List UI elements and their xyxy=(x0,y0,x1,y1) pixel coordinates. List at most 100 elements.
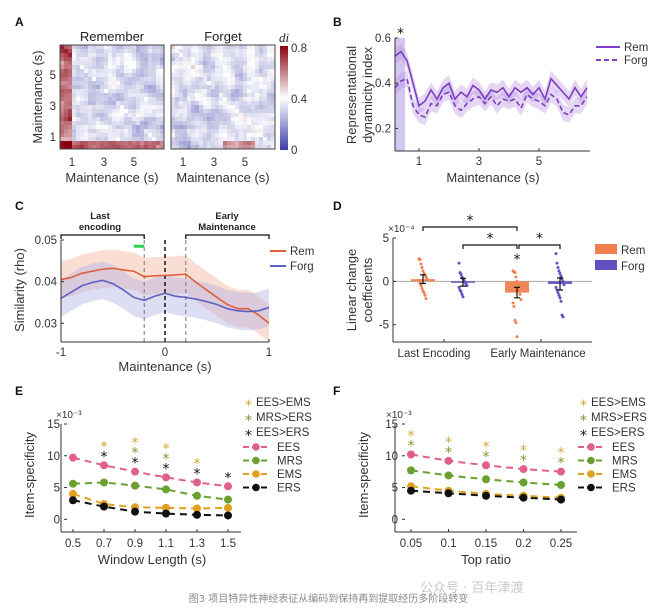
bracket-label: Early xyxy=(215,211,239,222)
heatmap-cell xyxy=(116,49,121,54)
heatmap-cell xyxy=(219,49,224,54)
heatmap-cell xyxy=(223,57,228,62)
legend-label-rem: Rem xyxy=(624,42,648,54)
heatmap-cell xyxy=(255,73,260,78)
heatmap-cell xyxy=(175,105,180,110)
heatmap-cell xyxy=(191,73,196,78)
heatmap-cell xyxy=(132,73,137,78)
heatmap-cell xyxy=(124,89,129,94)
heatmap-cell xyxy=(223,65,228,70)
heatmap-cell xyxy=(120,49,125,54)
heatmap-cell xyxy=(124,105,129,110)
heatmap-cell xyxy=(171,133,176,138)
legend-label: EMS xyxy=(612,469,637,481)
heatmap-cell xyxy=(187,77,192,82)
data-point xyxy=(558,296,562,300)
heatmap-cell xyxy=(251,57,256,62)
heatmap-cell xyxy=(112,49,117,54)
heatmap-cell xyxy=(251,73,256,78)
heatmap-cell xyxy=(104,73,109,78)
heatmap-cell xyxy=(92,45,97,50)
heatmap-cell xyxy=(235,105,240,110)
heatmap-cell xyxy=(199,133,204,138)
heatmap-cell xyxy=(183,61,188,66)
heatmap-cell xyxy=(152,97,157,102)
y-tick-label: 0.6 xyxy=(375,33,391,45)
heatmap-cell xyxy=(92,133,97,138)
heatmap-cell xyxy=(88,53,93,58)
heatmap-cell xyxy=(219,117,224,122)
heatmap-cell xyxy=(76,77,81,82)
heatmap-cell xyxy=(96,141,101,146)
significance-star: * xyxy=(101,449,108,465)
heatmap-cell xyxy=(179,145,184,149)
heatmap-cell xyxy=(247,129,252,134)
legend-label: EES>ERS xyxy=(256,427,310,439)
data-point-ems xyxy=(193,504,201,513)
heatmap-cell xyxy=(179,125,184,130)
heatmap-cell xyxy=(72,77,77,82)
heatmap-cell xyxy=(152,93,157,98)
heatmap-cell xyxy=(231,73,236,78)
heatmap-cell xyxy=(267,93,272,98)
heatmap-cell xyxy=(255,85,260,90)
legend-marker xyxy=(252,456,260,465)
heatmap-cell xyxy=(243,45,248,50)
heatmap-cell xyxy=(112,109,117,114)
heatmap-cell xyxy=(68,125,73,130)
heatmap-cell xyxy=(152,45,157,50)
heatmap-cell xyxy=(243,89,248,94)
heatmap-cell xyxy=(100,49,105,54)
heatmap-cell xyxy=(148,113,153,118)
heatmap-cell xyxy=(88,57,93,62)
heatmap-cell xyxy=(243,105,248,110)
legend-star: * xyxy=(580,413,587,429)
heatmap-cell xyxy=(175,65,180,70)
data-point xyxy=(516,284,520,288)
heatmap-cell xyxy=(199,65,204,70)
heatmap-cell xyxy=(152,77,157,82)
heatmap-cell xyxy=(259,73,264,78)
heatmap-cell xyxy=(271,125,275,130)
heatmap-cell xyxy=(251,125,256,130)
bracket xyxy=(60,234,145,239)
data-point xyxy=(457,261,461,265)
heatmap-cell xyxy=(112,97,117,102)
heatmap-cell xyxy=(84,117,89,122)
heatmap-cell xyxy=(267,141,272,146)
heatmap-cell xyxy=(132,109,137,114)
heatmap-cell xyxy=(96,89,101,94)
error-bar xyxy=(460,277,466,287)
heatmap-cell xyxy=(76,65,81,70)
heatmap-cell xyxy=(84,109,89,114)
significance-star: * xyxy=(445,435,452,451)
heatmap-cell xyxy=(211,89,216,94)
heatmap-cell xyxy=(207,133,212,138)
heatmap-cell xyxy=(255,125,260,130)
heatmap-cell xyxy=(259,121,264,126)
heatmap-cell xyxy=(68,129,73,134)
series-line-ems xyxy=(72,492,229,510)
heatmap-cell xyxy=(72,53,77,58)
heatmap-cell xyxy=(239,77,244,82)
heatmap-cell xyxy=(259,145,264,149)
y-tick-label: 0.04 xyxy=(35,277,58,289)
y-tick-label: 15 xyxy=(47,419,60,431)
heatmap-cell xyxy=(124,109,129,114)
heatmap-cell xyxy=(207,53,212,58)
heatmap-cell xyxy=(68,73,73,78)
heatmap-cell xyxy=(207,73,212,78)
heatmap-cell xyxy=(251,61,256,66)
heatmap-cell xyxy=(64,73,69,78)
heatmap-cell xyxy=(215,57,220,62)
x-tick-label: 0.2 xyxy=(516,538,532,550)
heatmap-cell xyxy=(128,145,133,149)
heatmap-cell xyxy=(160,85,164,90)
heatmap-cell xyxy=(152,49,157,54)
heatmap-cell xyxy=(108,105,113,110)
heatmap-cell xyxy=(227,77,232,82)
heatmap-cell xyxy=(203,93,208,98)
colorbar-label: di xyxy=(279,30,290,45)
heatmap-cell xyxy=(175,141,180,146)
y-tick-label: 0.05 xyxy=(35,235,57,247)
